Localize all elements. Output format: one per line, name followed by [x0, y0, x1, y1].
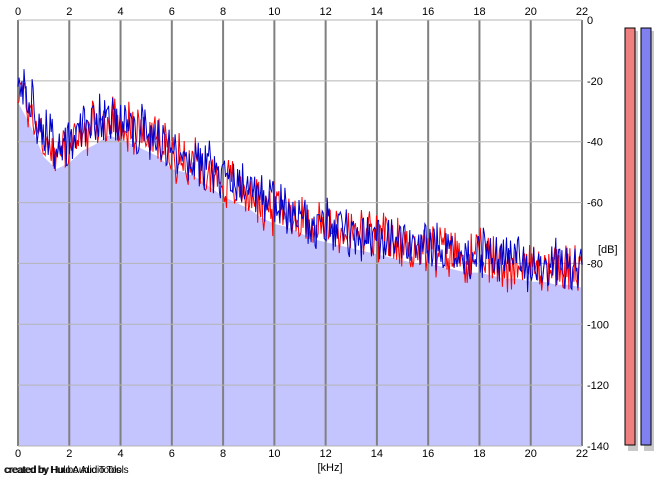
x-tick-top: 10 [268, 6, 280, 18]
spectrum-series-1 [17, 81, 583, 293]
y-tick: -100 [587, 319, 609, 331]
x-tick-bottom: 18 [473, 448, 485, 460]
x-tick-top: 4 [117, 6, 123, 18]
x-tick-bottom: 16 [422, 448, 434, 460]
x-tick-top: 20 [525, 6, 537, 18]
credit-line-1: created by Huubo Audio Tools [4, 465, 129, 476]
x-tick-top: 8 [220, 6, 226, 18]
x-tick-bottom: 20 [525, 448, 537, 460]
x-tick-bottom: 4 [117, 448, 123, 460]
x-tick-top: 14 [371, 6, 383, 18]
series-layer [17, 69, 583, 293]
axis-layer: 002244668810101212141416161818202022220-… [15, 6, 618, 474]
credit-line-2: created by Hulo Audio Tools [5, 465, 121, 476]
x-tick-top: 16 [422, 6, 434, 18]
grid-layer [17, 19, 583, 447]
x-tick-top: 6 [169, 6, 175, 18]
level-meter-1 [624, 27, 636, 446]
x-tick-top: 12 [320, 6, 332, 18]
x-tick-bottom: 6 [169, 448, 175, 460]
level-meters [624, 27, 654, 451]
x-tick-bottom: 8 [220, 448, 226, 460]
x-tick-top: 22 [576, 6, 588, 18]
y-tick: -140 [587, 441, 609, 453]
y-axis-label: [dB] [598, 244, 618, 256]
x-tick-top: 0 [15, 6, 21, 18]
x-tick-bottom: 10 [268, 448, 280, 460]
x-tick-top: 18 [473, 6, 485, 18]
y-tick: -20 [587, 76, 603, 88]
y-tick: -60 [587, 198, 603, 210]
spectrum-series-2 [17, 69, 583, 293]
spectrum-fill-layer [18, 102, 582, 446]
spectrum-fill [18, 102, 582, 446]
y-tick: -40 [587, 137, 603, 149]
y-tick: -80 [587, 258, 603, 270]
y-tick: 0 [587, 15, 593, 27]
x-tick-bottom: 14 [371, 448, 383, 460]
x-axis-label: [kHz] [317, 462, 342, 474]
x-tick-bottom: 22 [576, 448, 588, 460]
x-tick-bottom: 12 [320, 448, 332, 460]
x-tick-top: 2 [66, 6, 72, 18]
x-tick-bottom: 2 [66, 448, 72, 460]
y-tick: -120 [587, 380, 609, 392]
level-meter-2 [640, 27, 652, 446]
x-tick-bottom: 0 [15, 448, 21, 460]
